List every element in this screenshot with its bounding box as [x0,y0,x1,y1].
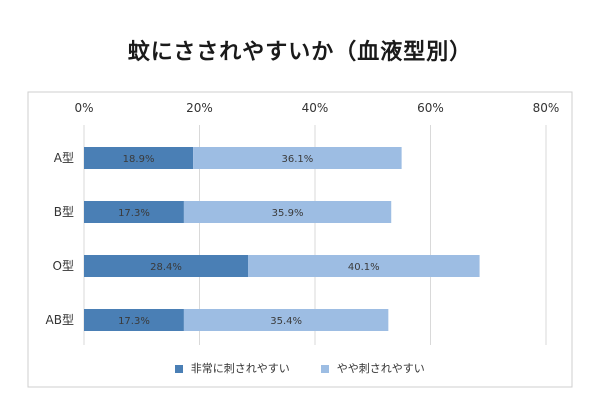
legend-label-series2: やや刺されやすい [336,362,425,375]
bar-series2 [183,201,392,223]
bar-data-label: 18.9% [123,154,155,165]
bar-data-label: 35.4% [270,316,302,327]
legend-swatch-series2 [321,365,330,373]
bar-series1 [84,201,184,223]
category-label: B型 [54,205,74,219]
legend: 非常に刺されやすい やや刺されやすい [0,360,600,376]
category-label: O型 [53,259,74,273]
bar-series1 [84,147,194,169]
legend-item-series1: 非常に刺されやすい [175,360,290,376]
x-tick-label: 20% [186,101,213,115]
x-tick-label: 60% [417,101,444,115]
bar-data-label: 28.4% [150,262,182,273]
x-tick-label: 40% [302,101,329,115]
bar-series1 [84,255,249,277]
bar-series1 [84,309,184,331]
bar-data-label: 36.1% [281,154,313,165]
bar-series2 [248,255,480,277]
bar-data-label: 40.1% [348,262,380,273]
legend-swatch-series1 [175,365,184,373]
bar-series2 [183,309,389,331]
x-tick-label: 0% [74,101,93,115]
category-label: AB型 [46,313,74,327]
chart-frame [27,91,573,388]
legend-item-series2: やや刺されやすい [321,360,425,376]
category-label: A型 [54,151,74,165]
legend-label-series1: 非常に刺されやすい [190,362,290,375]
bar-data-label: 35.9% [272,208,304,219]
bar-data-label: 17.3% [118,208,150,219]
x-tick-label: 80% [533,101,560,115]
bar-data-label: 17.3% [118,316,150,327]
bar-series2 [193,147,402,169]
chart-title: 蚊にさされやすいか（血液型別） [127,40,473,65]
